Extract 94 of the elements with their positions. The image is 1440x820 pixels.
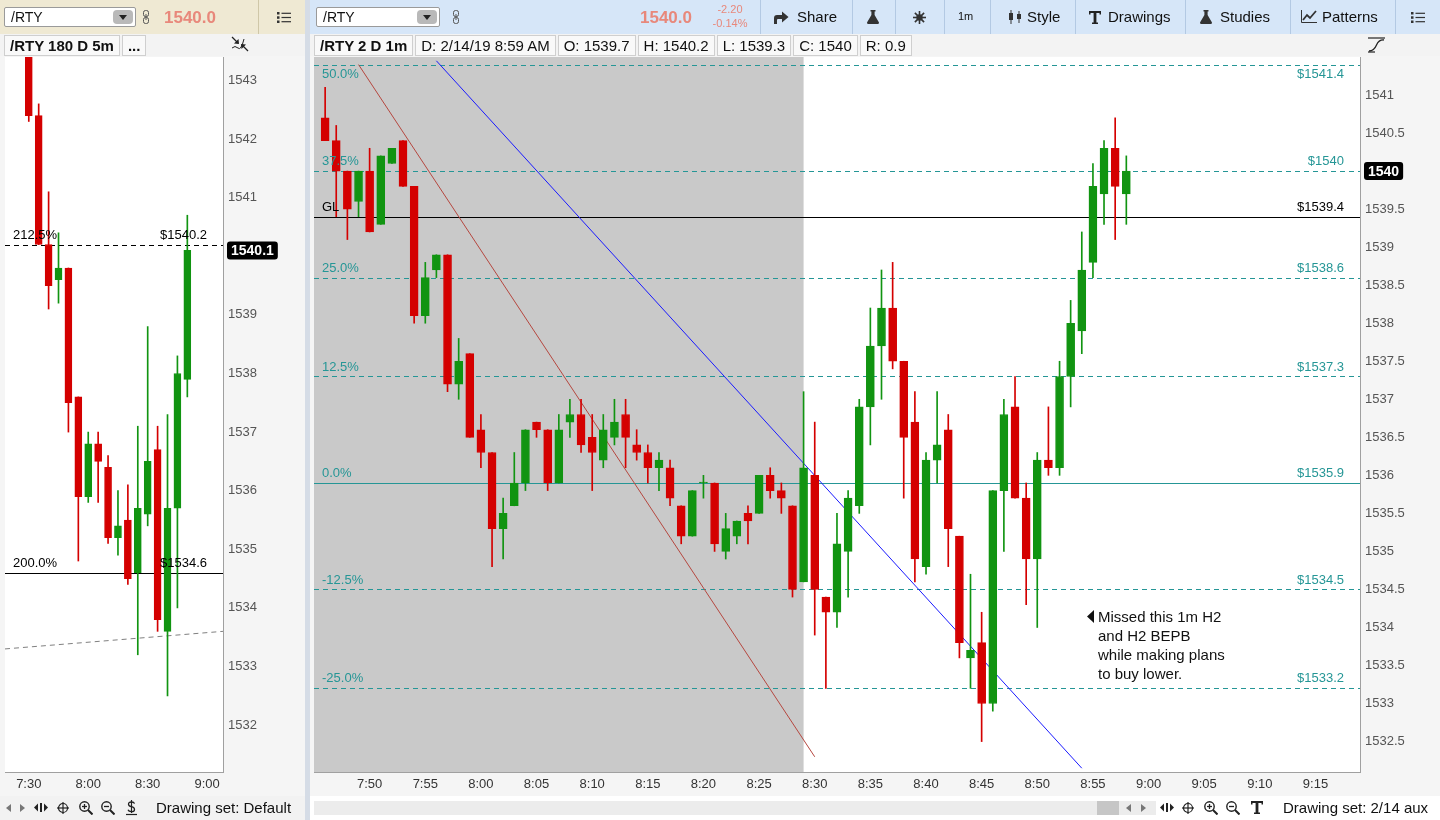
x-tick-label: 7:50 xyxy=(356,776,383,792)
chart-title: /RTY 180 D 5m xyxy=(4,35,120,56)
x-tick-label: 8:30 xyxy=(135,776,161,792)
y-tick-label: 1539 xyxy=(228,306,257,322)
y-tick-label: 1538 xyxy=(1365,314,1394,330)
annotation: 12.5% xyxy=(322,358,360,374)
y-tick-label: 1536 xyxy=(228,482,257,498)
ref-line-label: $1538.6 xyxy=(1297,259,1344,275)
y-tick-label: 1534 xyxy=(1365,619,1394,635)
y-tick-label: 1535 xyxy=(228,540,257,556)
y-tick-label: 1533 xyxy=(1365,695,1394,711)
annotation: 0.0% xyxy=(322,465,353,481)
x-tick-label: 9:05 xyxy=(1191,776,1217,792)
text: H: 1540.2 xyxy=(637,35,715,56)
x-tick-label: 7:55 xyxy=(412,776,438,792)
chart-title: /RTY 2 D 1m xyxy=(314,35,414,56)
y-tick-label: 1534.5 xyxy=(1365,581,1405,597)
text: L: 1539.3 xyxy=(716,35,792,56)
x-tick-label: 8:20 xyxy=(690,776,717,792)
text: D: 2/14/19 8:59 AM xyxy=(415,35,556,56)
annotation: 200.0% xyxy=(13,554,58,570)
x-tick-label: 9:10 xyxy=(1247,776,1273,792)
y-tick-label: 1533.5 xyxy=(1365,657,1405,673)
x-tick-label: 8:00 xyxy=(75,776,101,792)
x-tick-label: 8:55 xyxy=(1080,776,1106,792)
text: Share xyxy=(797,8,838,25)
text: 1540 xyxy=(1368,162,1400,179)
ref-line-label: $1534.5 xyxy=(1297,571,1344,587)
text: -2.20 xyxy=(716,3,744,16)
text: Patterns xyxy=(1322,8,1378,25)
text: R: 0.9 xyxy=(859,35,912,56)
text: Drawings xyxy=(1108,8,1171,25)
text: 1m xyxy=(958,10,974,23)
text: 1540.0 xyxy=(640,8,692,27)
x-tick-label: 8:35 xyxy=(857,776,884,792)
x-tick-label: 8:00 xyxy=(468,776,494,792)
annotation: -25.0% xyxy=(322,670,364,686)
x-tick-label: 8:10 xyxy=(579,776,605,792)
y-tick-label: 1536.5 xyxy=(1365,428,1405,444)
y-tick-label: 1537 xyxy=(228,423,257,439)
dropdown-field: /RTY xyxy=(4,7,136,27)
annotation: -12.5% xyxy=(322,571,364,587)
y-tick-label: 1541 xyxy=(1365,86,1394,102)
x-tick-label: 9:00 xyxy=(194,776,220,792)
ref-line-label: $1539.4 xyxy=(1297,198,1344,214)
y-tick-label: 1536 xyxy=(1365,466,1394,482)
text: ... xyxy=(121,35,147,56)
x-tick-label: 8:50 xyxy=(1024,776,1050,792)
x-tick-label: 9:15 xyxy=(1302,776,1329,792)
y-tick-label: 1538.5 xyxy=(1365,276,1405,292)
text: C: 1540 xyxy=(793,35,858,56)
ref-line-label: $1540 xyxy=(1307,153,1344,169)
text: 1540.1 xyxy=(231,242,275,259)
annotation: 25.0% xyxy=(322,259,360,275)
text: O: 1539.7 xyxy=(557,35,636,56)
x-tick-label: 7:30 xyxy=(16,776,42,792)
ref-line-label: $1533.2 xyxy=(1297,670,1344,686)
annotation: 50.0% xyxy=(322,65,360,81)
candlestick xyxy=(114,490,122,556)
x-tick-label: 8:45 xyxy=(968,776,995,792)
x-tick-label: 9:00 xyxy=(1135,776,1162,792)
y-tick-label: 1532.5 xyxy=(1365,733,1405,749)
x-tick-label: 8:25 xyxy=(746,776,772,792)
y-tick-label: 1534 xyxy=(228,599,257,615)
x-tick-label: 8:30 xyxy=(802,776,828,792)
annotation: Missed this 1m H2 and H2 BEPB while making plans to buy lower. xyxy=(1098,607,1225,683)
x-tick-label: 8:05 xyxy=(523,776,550,792)
text: Drawing set: 2/14 aux xyxy=(1283,799,1429,816)
ref-line-label: $1535.9 xyxy=(1297,465,1344,481)
y-tick-label: 1532 xyxy=(228,716,257,732)
y-tick-label: 1542 xyxy=(228,130,257,146)
text: Studies xyxy=(1220,8,1271,25)
text: Style xyxy=(1027,8,1061,25)
text: -0.14% xyxy=(711,17,749,30)
y-tick-label: 1537.5 xyxy=(1365,352,1405,368)
x-tick-label: 8:40 xyxy=(913,776,939,792)
y-tick-label: 1533 xyxy=(228,658,257,674)
x-tick-label: 8:15 xyxy=(635,776,661,792)
y-tick-label: 1537 xyxy=(1365,390,1394,406)
dropdown-field: /RTY xyxy=(316,7,440,27)
candlestick xyxy=(821,596,831,689)
y-tick-label: 1539.5 xyxy=(1365,200,1405,216)
y-tick-label: 1541 xyxy=(228,189,257,205)
y-tick-label: 1535.5 xyxy=(1365,504,1405,520)
text: Drawing set: Default xyxy=(156,799,292,816)
ref-line-label: $1541.4 xyxy=(1297,65,1344,81)
y-tick-label: 1539 xyxy=(1365,238,1394,254)
y-tick-label: 1540.5 xyxy=(1365,124,1405,140)
ref-line-label: $1537.3 xyxy=(1297,358,1344,374)
y-tick-label: 1535 xyxy=(1365,542,1394,558)
candlestick xyxy=(587,414,597,491)
y-tick-label: 1538 xyxy=(228,365,257,381)
y-tick-label: 1543 xyxy=(228,72,257,88)
text: 1540.0 xyxy=(164,8,216,27)
